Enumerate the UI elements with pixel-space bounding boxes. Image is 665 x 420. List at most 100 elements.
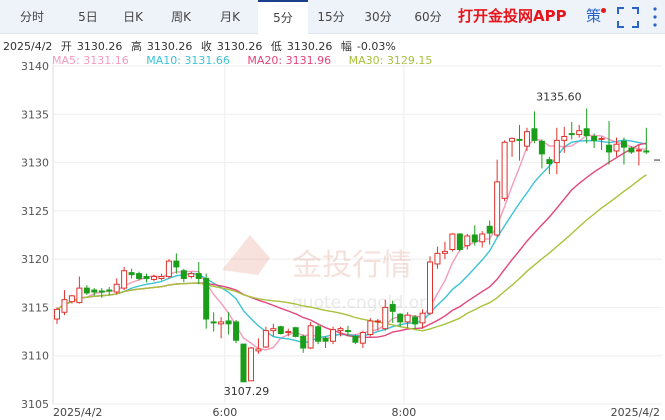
- candle-body: [553, 139, 560, 164]
- candle-body: [568, 133, 575, 136]
- candle-up: [441, 241, 448, 260]
- candle-body: [277, 326, 284, 335]
- candle-body: [576, 130, 583, 136]
- tab-30min[interactable]: 30分: [364, 10, 392, 24]
- candle-body: [501, 141, 508, 199]
- candle-up: [367, 318, 374, 337]
- candle-body: [98, 290, 105, 293]
- tab-weekly[interactable]: 周K: [171, 10, 191, 24]
- candle-down: [91, 288, 98, 296]
- candle-down: [538, 139, 545, 169]
- candle-down: [531, 111, 538, 144]
- candle-body: [121, 270, 128, 289]
- candle-up: [404, 312, 411, 328]
- open-app-link[interactable]: 打开金投网APP: [458, 7, 567, 25]
- candle-body: [382, 306, 389, 330]
- candle-body: [54, 308, 60, 320]
- tab-daily[interactable]: 日K: [123, 10, 143, 24]
- tab-5day[interactable]: 5日: [78, 10, 98, 24]
- strategy-button[interactable]: 策: [586, 7, 602, 25]
- candle-up: [523, 127, 530, 151]
- candle-down: [180, 268, 187, 283]
- candle-down: [143, 273, 150, 283]
- ma10-line: [56, 139, 647, 344]
- period-tab-bar: 分时 5日 日K 周K 月K 5分 15分 30分 60分 打开金投网APP 策: [0, 0, 665, 34]
- candle-up: [218, 317, 225, 339]
- candle-up: [188, 271, 195, 279]
- candle-body: [389, 304, 396, 312]
- tab-timeshare[interactable]: 分时: [19, 10, 44, 24]
- y-tick-label: 3125: [21, 205, 49, 218]
- x-tick-label: 8:00: [392, 406, 417, 419]
- candle-body: [83, 287, 90, 294]
- candle-up: [255, 338, 262, 354]
- candle-up: [635, 145, 642, 166]
- candle-down: [136, 271, 143, 281]
- fullscreen-icon[interactable]: [617, 7, 639, 28]
- watermark-logo-icon: [222, 235, 270, 275]
- candle-down: [233, 319, 240, 344]
- candle-down: [106, 287, 113, 295]
- candle-body: [113, 283, 120, 293]
- candle-up: [449, 233, 456, 252]
- candle-body: [449, 233, 456, 250]
- candle-up: [576, 124, 583, 138]
- candle-down: [486, 220, 493, 245]
- candle-down: [643, 127, 650, 154]
- candle-down: [471, 225, 478, 246]
- candle-down: [583, 108, 590, 144]
- candle-up: [262, 326, 269, 348]
- info-date: 2025/4/2: [3, 40, 53, 53]
- candle-body: [635, 149, 642, 152]
- tab-60min[interactable]: 60分: [414, 10, 442, 24]
- candle-down: [315, 324, 322, 345]
- candle-up: [419, 309, 426, 329]
- candle-down: [568, 122, 575, 140]
- candle-body: [91, 289, 98, 293]
- candle-body: [606, 144, 613, 153]
- candle-up: [464, 234, 471, 250]
- candle-down: [344, 325, 351, 337]
- candle-up: [427, 256, 433, 316]
- candle-body: [538, 140, 545, 155]
- open-value: 3130.26: [76, 40, 123, 53]
- candle-up: [374, 319, 381, 331]
- candle-down: [128, 268, 135, 279]
- candle-body: [285, 331, 292, 334]
- candle-down: [277, 325, 284, 335]
- candle-body: [233, 321, 240, 341]
- tab-monthly[interactable]: 月K: [220, 10, 240, 24]
- candle-up: [247, 347, 254, 382]
- y-tick-label: 3110: [21, 350, 49, 363]
- ma20-line: [56, 142, 647, 338]
- candle-up: [494, 159, 501, 237]
- candle-body: [337, 328, 344, 332]
- candle-body: [620, 140, 627, 148]
- candle-up: [68, 294, 75, 304]
- candle-up: [270, 323, 277, 337]
- y-tick-label: 3130: [21, 157, 49, 170]
- candle-down: [210, 312, 217, 332]
- candle-down: [397, 313, 404, 327]
- tab-5min[interactable]: 5分: [258, 0, 308, 34]
- candle-body: [136, 273, 143, 279]
- candle-down: [591, 133, 598, 149]
- candle-up: [121, 266, 128, 291]
- high-price-annotation: 3135.60: [536, 90, 582, 103]
- ohlc-info: 2025/4/2 开 3130.26 高 3130.26 收 3130.26 低 313…: [3, 38, 401, 54]
- y-tick-label: 3140: [21, 60, 49, 73]
- candle-up: [553, 127, 560, 175]
- candle-body: [598, 137, 605, 140]
- candle-body: [531, 128, 538, 141]
- candle-body: [509, 137, 516, 142]
- candle-body: [61, 299, 68, 313]
- candle-down: [606, 121, 613, 165]
- candle-up: [434, 246, 441, 269]
- candle-body: [180, 270, 187, 279]
- candle-body: [292, 327, 299, 337]
- candle-body: [247, 347, 254, 382]
- candle-down: [300, 334, 307, 353]
- tab-15min[interactable]: 15分: [317, 10, 345, 24]
- more-vertical-icon[interactable]: [653, 7, 657, 27]
- candle-body: [397, 313, 404, 323]
